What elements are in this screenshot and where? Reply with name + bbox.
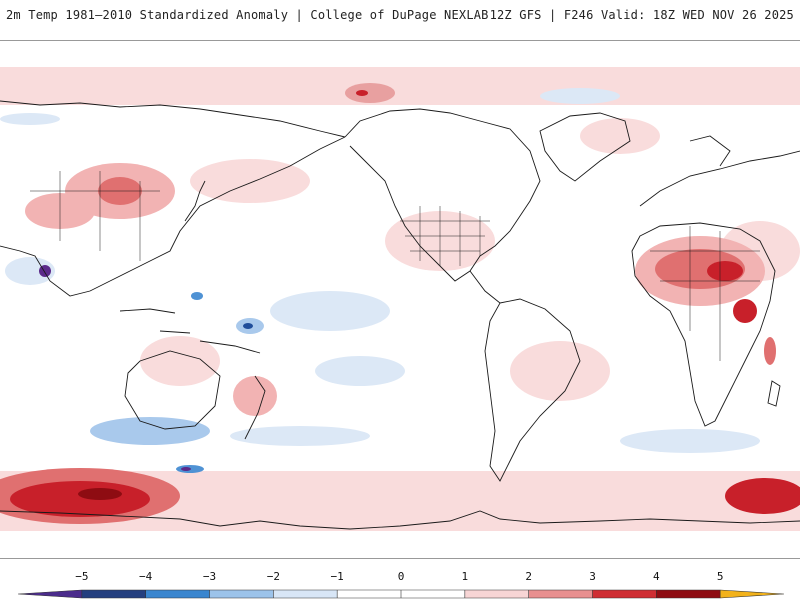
coastlines (0, 100, 800, 530)
map-panel[interactable] (0, 40, 800, 559)
colorbar-segment (337, 590, 402, 598)
colorbar: −5 −4 −3 −2 −1 0 1 2 3 4 5 (0, 570, 800, 600)
colorbar-label: −2 (266, 570, 280, 583)
antarctic-warm-anomaly-east (725, 478, 800, 514)
admin-boundaries (30, 171, 760, 361)
colorbar-label: −5 (75, 570, 89, 583)
colorbar-label: −4 (139, 570, 153, 583)
colorbar-segment (656, 590, 721, 598)
anomaly-map[interactable] (0, 41, 800, 558)
colorbar-min-extend (18, 590, 82, 598)
run-info: 12Z GFS | F246 Valid: 18Z WED NOV 26 202… (489, 8, 794, 22)
colorbar-segment (273, 590, 338, 598)
colorbar-segment (592, 590, 657, 598)
colorbar-segment (81, 590, 147, 598)
colorbar-segment (464, 590, 530, 598)
colorbar-label: 3 (589, 570, 596, 583)
colorbar-label: 0 (397, 570, 405, 583)
colorbar-segment (401, 590, 466, 598)
southern-ocean-cold-anomaly (90, 417, 210, 445)
nz-warm-anomaly (233, 376, 277, 416)
colorbar-label: 5 (716, 570, 724, 583)
colorbar-gradient (17, 589, 785, 599)
map-title: 2m Temp 1981–2010 Standardized Anomaly |… (6, 8, 489, 22)
colorbar-label: −3 (202, 570, 217, 583)
colorbar-label: 1 (461, 570, 469, 583)
colorbar-label: 4 (653, 570, 660, 583)
arctic-warm-band (0, 67, 800, 105)
colorbar-segment (528, 590, 593, 598)
colorbar-label: 2 (525, 570, 532, 583)
colorbar-segment (209, 590, 274, 598)
header: 2m Temp 1981–2010 Standardized Anomaly |… (0, 0, 800, 32)
colorbar-segment (145, 590, 210, 598)
colorbar-label: −1 (330, 570, 344, 583)
colorbar-max-extend (720, 590, 784, 598)
